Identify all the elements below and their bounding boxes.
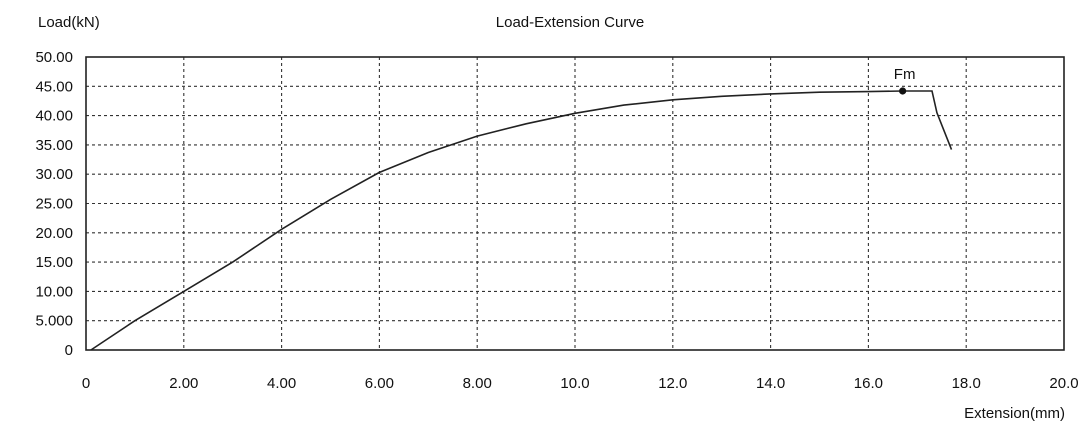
y-tick-label: 25.00	[35, 196, 73, 213]
load-extension-series-line	[90, 90, 953, 351]
y-tick-label: 20.00	[35, 225, 73, 242]
y-tick-label: 30.00	[35, 166, 73, 183]
y-axis-label: Load(kN)	[38, 14, 100, 31]
tick-labels: 0 2.00 4.00 6.00 8.00 10.0 12.0 14.0 16.0 18.0 20.…	[35, 49, 1078, 392]
x-tick-label: 4.00	[267, 375, 296, 392]
x-tick-label: 20.0	[1049, 375, 1078, 392]
x-tick-label: 0	[82, 375, 90, 392]
x-tick-label: 8.00	[463, 375, 492, 392]
y-tick-label: 40.00	[35, 108, 73, 125]
fm-annotation-label: Fm	[894, 66, 916, 83]
x-tick-label: 2.00	[169, 375, 198, 392]
fm-marker-point	[899, 87, 907, 95]
y-tick-label: 50.00	[35, 49, 73, 66]
x-axis-label: Extension(mm)	[964, 405, 1065, 422]
x-tick-label: 16.0	[854, 375, 883, 392]
y-tick-label: 0	[65, 342, 73, 359]
y-tick-label: 10.00	[35, 283, 73, 300]
y-tick-label: 35.00	[35, 137, 73, 154]
x-tick-label: 12.0	[658, 375, 687, 392]
y-tick-label: 45.00	[35, 78, 73, 95]
y-tick-label: 15.00	[35, 254, 73, 271]
x-tick-label: 10.0	[560, 375, 589, 392]
x-tick-label: 6.00	[365, 375, 394, 392]
x-tick-label: 18.0	[952, 375, 981, 392]
x-tick-label: 14.0	[756, 375, 785, 392]
series-layer: Fm	[90, 66, 953, 351]
y-tick-label: 5.000	[35, 313, 73, 330]
grid-layer	[86, 57, 1064, 350]
chart-title: Load-Extension Curve	[496, 14, 644, 31]
plot-frame	[85, 56, 1065, 351]
